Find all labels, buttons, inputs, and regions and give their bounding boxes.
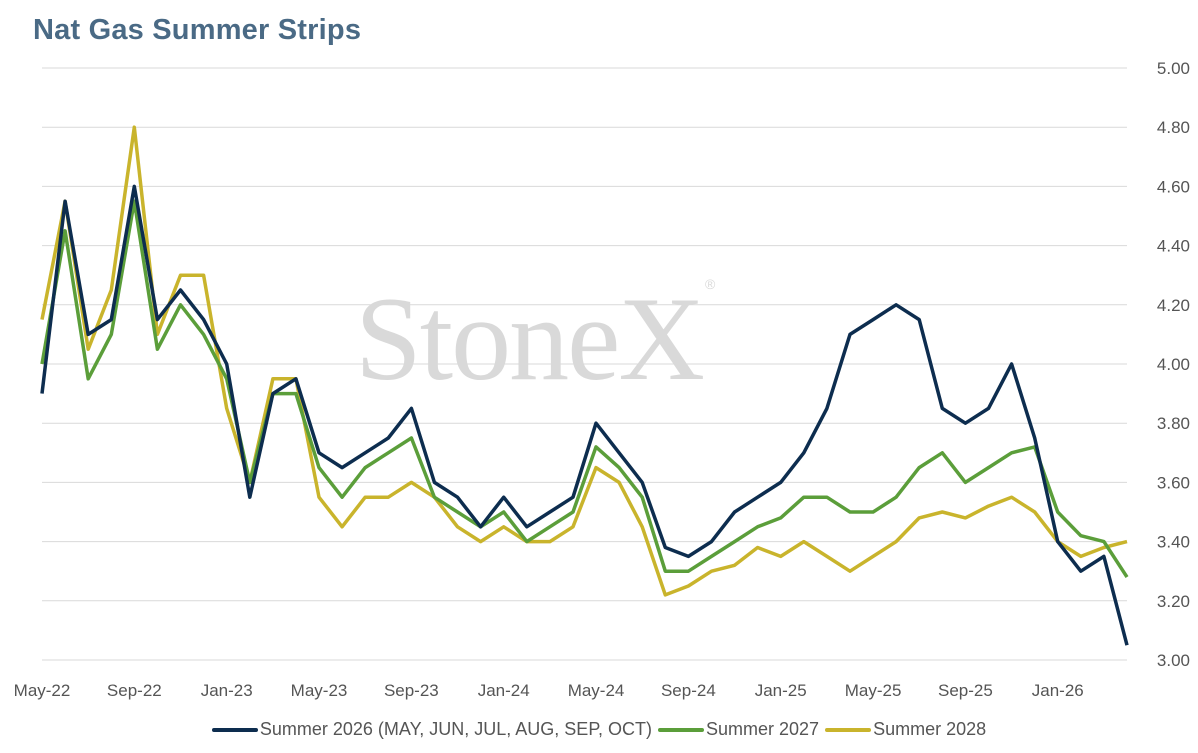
gridlines: [42, 67, 1127, 661]
y-tick-label: 3.80: [1157, 414, 1190, 433]
x-tick-label: Jan-23: [201, 681, 253, 700]
legend-swatch-2027: [658, 727, 704, 732]
y-tick-label: 3.20: [1157, 592, 1190, 611]
y-tick-label: 4.20: [1157, 296, 1190, 315]
series-line-summer-2028: [40, 125, 1128, 597]
y-tick-label: 4.60: [1157, 177, 1190, 196]
x-tick-label: Jan-25: [755, 681, 807, 700]
stonex-watermark: StoneX ®: [355, 270, 715, 408]
x-tick-label: Jan-26: [1032, 681, 1084, 700]
legend-label-2027: Summer 2027: [706, 719, 820, 739]
y-tick-label: 4.40: [1157, 237, 1190, 256]
legend-label-2026: Summer 2026 (MAY, JUN, JUL, AUG, SEP, OC…: [259, 719, 652, 739]
legend-item-2027: Summer 2027: [658, 719, 819, 740]
legend-swatch-2026: [211, 727, 258, 732]
legend: Summer 2026 (MAY, JUN, JUL, AUG, SEP, OC…: [0, 719, 1198, 740]
y-tick-label: 5.00: [1157, 59, 1190, 78]
series-line-summer-2026: [40, 184, 1129, 646]
legend-item-2028: Summer 2028: [825, 719, 986, 740]
y-tick-label: 4.80: [1157, 118, 1190, 137]
series-line-summer-2027: [40, 199, 1129, 579]
x-tick-label: Sep-22: [107, 681, 162, 700]
x-tick-label: May-24: [568, 681, 625, 700]
x-tick-label: May-23: [291, 681, 348, 700]
series-lines: [40, 125, 1129, 646]
x-tick-label: May-22: [14, 681, 71, 700]
y-tick-label: 4.00: [1157, 355, 1190, 374]
registered-mark: ®: [705, 276, 715, 292]
legend-item-2026: Summer 2026 (MAY, JUN, JUL, AUG, SEP, OC…: [211, 719, 652, 740]
y-axis-ticks: 3.00 3.20 3.40 3.60 3.80 4.00 4.20 4.40 4.60 4.80…: [1157, 59, 1190, 670]
x-tick-label: May-25: [845, 681, 902, 700]
x-tick-label: Sep-25: [938, 681, 993, 700]
x-tick-label: Jan-24: [478, 681, 530, 700]
x-tick-label: Sep-23: [384, 681, 439, 700]
y-tick-label: 3.00: [1157, 651, 1190, 670]
y-tick-label: 3.40: [1157, 533, 1190, 552]
x-axis-ticks: May-22 Sep-22 Jan-23 May-23 Sep-23 Jan-24 May-…: [14, 681, 1084, 700]
chart-title: Nat Gas Summer Strips: [33, 14, 362, 46]
legend-label-2028: Summer 2028: [873, 719, 987, 739]
legend-swatch-2028: [825, 727, 872, 732]
x-tick-label: Sep-24: [661, 681, 716, 700]
watermark-text: StoneX: [355, 272, 705, 405]
y-tick-label: 3.60: [1157, 473, 1190, 492]
